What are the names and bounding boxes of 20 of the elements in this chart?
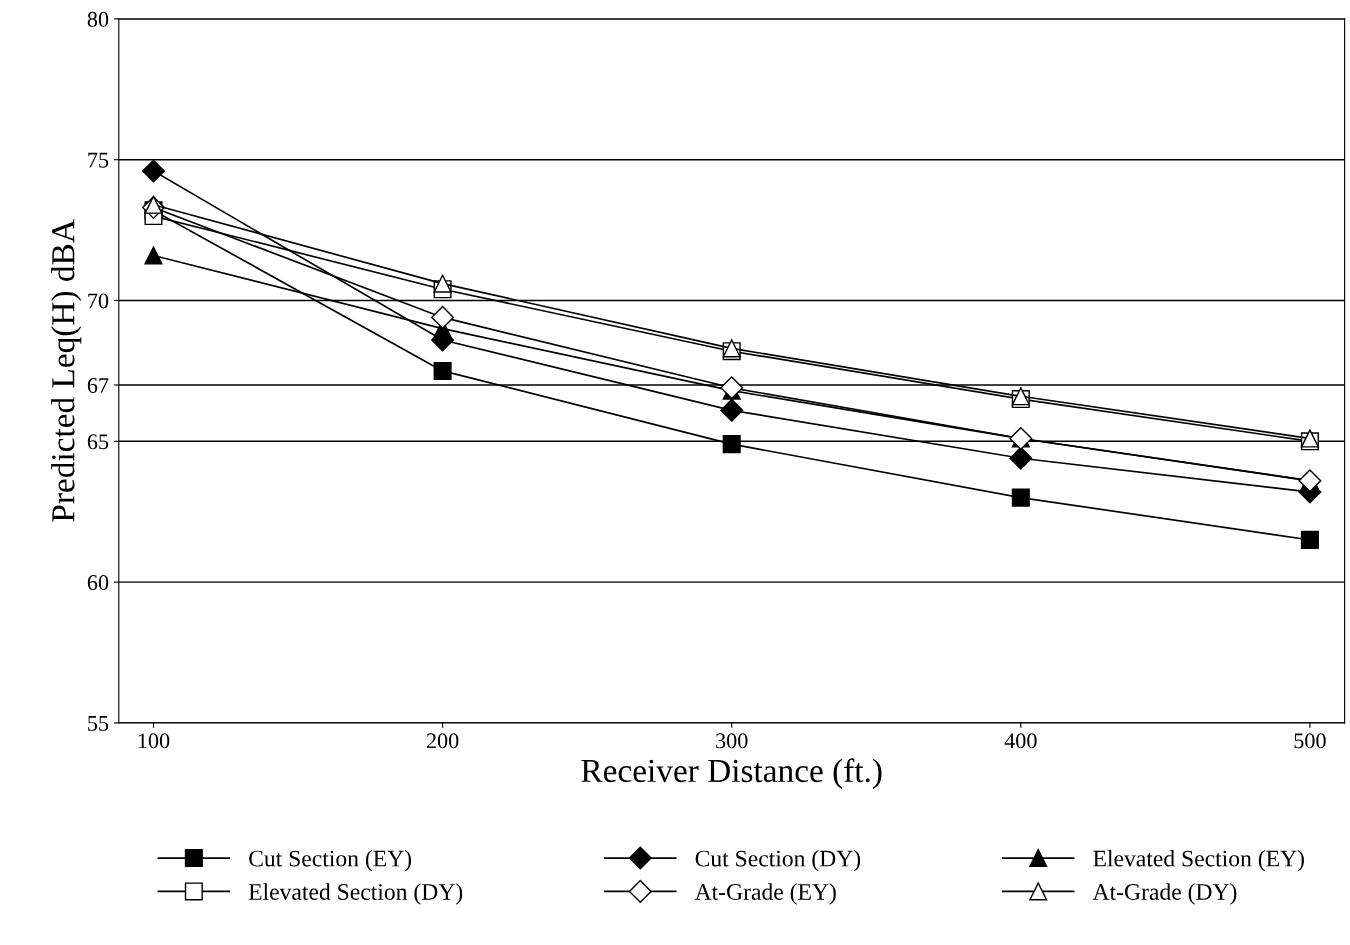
x-tick-label: 500 (1294, 733, 1326, 749)
y-tick-label: 65 (87, 434, 109, 450)
legend-label: Cut Section (EY) (249, 849, 412, 872)
legend-label: Elevated Section (EY) (1093, 849, 1304, 872)
x-tick-label: 200 (426, 733, 459, 749)
x-tick-label: 400 (1004, 733, 1037, 749)
x-axis-title: Receiver Distance (ft.) (581, 758, 882, 789)
legend-label: Cut Section (DY) (695, 849, 861, 872)
y-tick-label: 67 (87, 377, 109, 393)
legend-label: At-Grade (DY) (1092, 883, 1237, 905)
y-tick-label: 75 (88, 152, 109, 168)
y-tick-label: 60 (87, 575, 109, 591)
x-tick-label: 300 (716, 733, 748, 749)
legend-label: Elevated Section (DY) (248, 883, 463, 905)
y-tick-label: 70 (88, 293, 109, 309)
y-tick-label: 80 (87, 11, 109, 27)
y-axis-title: Predicted Leq(H) dBA (51, 219, 82, 522)
y-tick-label: 55 (88, 716, 109, 731)
x-tick-label: 100 (138, 733, 170, 749)
legend-label: At-Grade (EY) (694, 883, 836, 905)
